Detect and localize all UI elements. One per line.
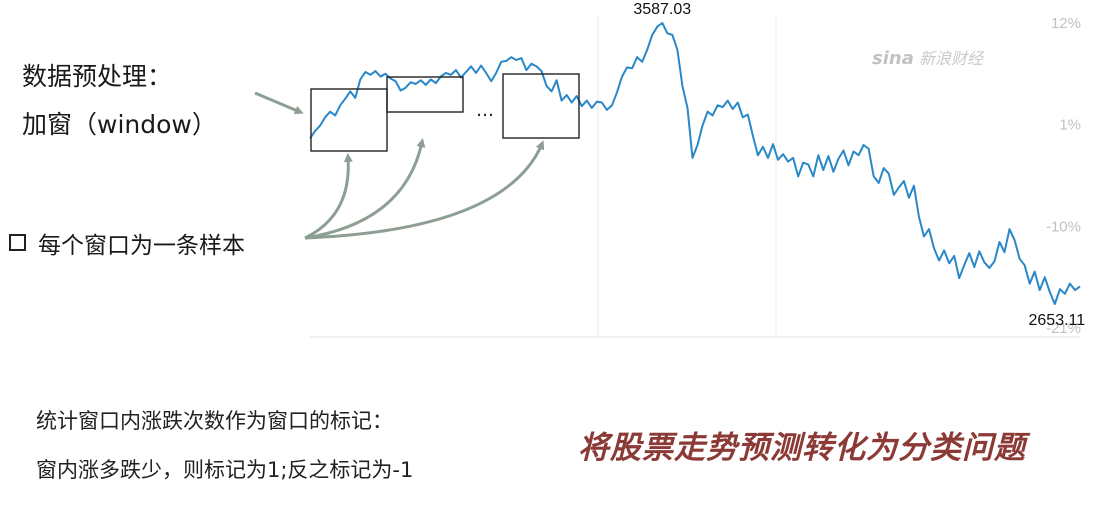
sample-bullet: 每个窗口为一条样本: [38, 233, 245, 259]
min-data-label: 2653.11: [1029, 312, 1086, 329]
window-label: 加窗（window）: [22, 110, 217, 139]
checkbox-icon: [9, 234, 26, 251]
label-rule-line1: 统计窗口内涨跌次数作为窗口的标记：: [36, 409, 393, 433]
price-series-line: [309, 22, 1081, 305]
window-box: [386, 76, 464, 113]
headline: 将股票走势预测转化为分类问题: [578, 430, 1026, 466]
preprocess-title: 数据预处理：: [22, 62, 173, 91]
sina-logo-icon: sina: [872, 48, 914, 69]
window-arrow: [254, 91, 304, 115]
label-rule-line2: 窗内涨多跌少，则标记为1;反之标记为-1: [36, 458, 414, 482]
sample-arrow: [304, 140, 545, 240]
sample-arrow: [304, 138, 426, 240]
window-ellipsis: …: [476, 100, 494, 121]
sample-arrow: [304, 153, 353, 240]
y-tick-label: -10%: [1046, 218, 1081, 235]
y-tick-label: 12%: [1051, 15, 1081, 32]
max-data-label: 3587.03: [633, 1, 691, 18]
watermark-logo: sina 新浪财经: [872, 45, 983, 69]
y-tick-label: 1%: [1059, 117, 1081, 134]
window-box: [310, 88, 388, 152]
y-tick-label: -21%: [1046, 320, 1081, 337]
window-box: [502, 73, 580, 139]
watermark-text: 新浪财经: [918, 49, 983, 68]
